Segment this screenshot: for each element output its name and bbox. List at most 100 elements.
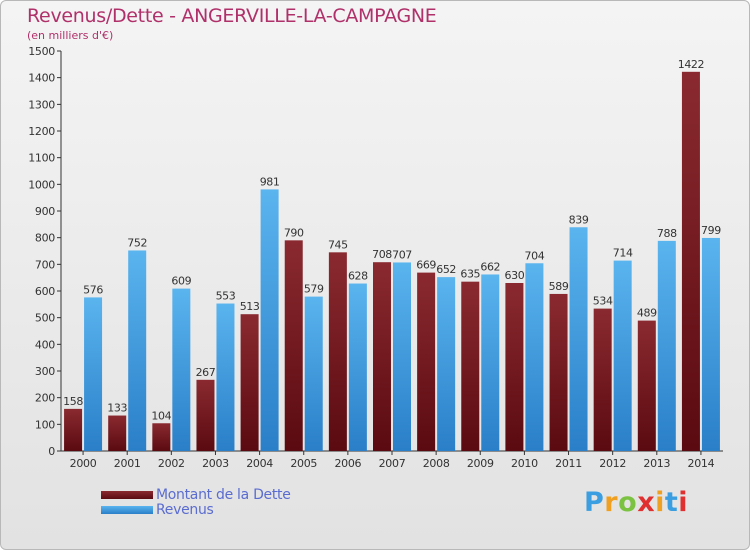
bar-revenus-2004 <box>260 189 279 451</box>
x-tick-label: 2007 <box>379 457 406 470</box>
data-label-dette-2008: 669 <box>416 259 436 272</box>
bar-revenus-2005 <box>304 296 323 451</box>
x-tick-label: 2013 <box>643 457 670 470</box>
bar-dette-2000 <box>64 408 83 451</box>
bar-revenus-2010 <box>525 263 544 451</box>
data-label-revenus-2013: 788 <box>657 227 677 240</box>
y-tick-label: 1500 <box>28 45 55 58</box>
bar-revenus-2012 <box>613 260 632 451</box>
x-tick-label: 2000 <box>70 457 97 470</box>
bar-dette-2004 <box>240 314 259 451</box>
x-tick-label: 2014 <box>688 457 715 470</box>
y-tick-label: 1400 <box>28 72 55 85</box>
y-tick-label: 100 <box>35 418 55 431</box>
logo-letter: i <box>655 487 665 518</box>
bar-dette-2012 <box>593 308 612 451</box>
bar-revenus-2013 <box>657 240 676 451</box>
bar-dette-2008 <box>417 272 436 451</box>
chart-title: Revenus/Dette - ANGERVILLE-LA-CAMPAGNE <box>27 5 437 27</box>
data-label-dette-2001: 133 <box>107 402 127 415</box>
x-tick-label: 2012 <box>599 457 626 470</box>
y-tick-label: 700 <box>35 258 55 271</box>
data-label-dette-2010: 630 <box>505 269 525 282</box>
legend-item-dette: Montant de la Dette <box>101 486 291 503</box>
data-label-dette-2011: 589 <box>549 280 569 293</box>
y-tick-label: 0 <box>48 445 55 458</box>
bar-dette-2005 <box>284 240 303 451</box>
data-label-revenus-2002: 609 <box>171 275 191 288</box>
y-tick-label: 900 <box>35 205 55 218</box>
legend: Montant de la Dette Revenus <box>101 486 291 518</box>
data-label-revenus-2003: 553 <box>216 290 236 303</box>
data-label-revenus-2011: 839 <box>569 213 589 226</box>
data-label-dette-2004: 513 <box>240 300 260 313</box>
data-label-revenus-2009: 662 <box>480 260 500 273</box>
y-tick-label: 500 <box>35 312 55 325</box>
data-label-dette-2013: 489 <box>637 307 657 320</box>
x-tick-label: 2004 <box>246 457 273 470</box>
x-tick-label: 2011 <box>555 457 582 470</box>
logo-letter: P <box>584 487 605 518</box>
bar-dette-2013 <box>637 320 656 451</box>
bar-revenus-2000 <box>84 297 103 451</box>
y-tick-label: 300 <box>35 365 55 378</box>
data-label-revenus-2005: 579 <box>304 283 324 296</box>
data-label-revenus-2012: 714 <box>613 247 633 260</box>
data-label-dette-2003: 267 <box>196 366 216 379</box>
legend-label-revenus: Revenus <box>156 501 214 518</box>
bar-revenus-2009 <box>481 274 500 451</box>
y-tick-label: 1000 <box>28 178 55 191</box>
bar-dette-2007 <box>373 262 391 451</box>
x-tick-label: 2009 <box>467 457 494 470</box>
bar-revenus-2008 <box>437 277 456 451</box>
bar-revenus-2003 <box>216 303 235 451</box>
data-label-dette-2005: 790 <box>284 226 304 239</box>
data-label-revenus-2014: 799 <box>701 224 721 237</box>
bar-dette-2006 <box>328 252 347 451</box>
legend-label-dette: Montant de la Dette <box>156 486 291 503</box>
data-label-dette-2012: 534 <box>593 295 613 308</box>
data-label-revenus-2000: 576 <box>83 283 103 296</box>
x-tick-label: 2008 <box>423 457 450 470</box>
bar-dette-2014 <box>681 71 700 452</box>
legend-swatch-revenus <box>101 505 153 514</box>
y-tick-label: 1200 <box>28 125 55 138</box>
bar-dette-2011 <box>549 293 568 451</box>
bar-dette-2009 <box>461 281 480 451</box>
data-label-revenus-2008: 652 <box>436 263 456 276</box>
bar-dette-2001 <box>108 415 127 451</box>
bar-dette-2003 <box>196 379 215 451</box>
x-tick-label: 2006 <box>334 457 361 470</box>
bar-revenus-2006 <box>348 283 367 451</box>
data-label-revenus-2006: 628 <box>348 270 368 283</box>
data-label-revenus-2007: 707 <box>392 248 412 261</box>
y-tick-label: 200 <box>35 392 55 405</box>
logo-letter: t <box>664 487 679 518</box>
bar-revenus-2001 <box>128 250 147 451</box>
y-tick-label: 1300 <box>28 98 55 111</box>
data-label-dette-2000: 158 <box>63 395 83 408</box>
data-label-revenus-2004: 981 <box>260 175 280 188</box>
legend-item-revenus: Revenus <box>101 501 291 518</box>
bar-dette-2002 <box>152 423 171 451</box>
bar-revenus-2014 <box>701 237 720 451</box>
logo-letter: o <box>618 487 638 518</box>
data-label-revenus-2010: 704 <box>525 249 545 262</box>
x-tick-label: 2010 <box>511 457 538 470</box>
logo-letter: i <box>678 487 689 518</box>
x-tick-label: 2001 <box>114 457 141 470</box>
bar-revenus-2002 <box>172 288 191 451</box>
data-label-dette-2006: 745 <box>328 238 348 251</box>
x-tick-label: 2002 <box>158 457 185 470</box>
x-tick-label: 2005 <box>290 457 317 470</box>
bar-revenus-2007 <box>393 262 411 451</box>
y-tick-label: 1100 <box>28 152 55 165</box>
y-tick-label: 600 <box>35 285 55 298</box>
logo-letter: r <box>604 487 619 518</box>
x-tick-label: 2003 <box>202 457 229 470</box>
proxiti-logo: Proxiti <box>584 487 688 518</box>
y-tick-label: 400 <box>35 338 55 351</box>
data-label-dette-2007: 708 <box>372 248 392 261</box>
